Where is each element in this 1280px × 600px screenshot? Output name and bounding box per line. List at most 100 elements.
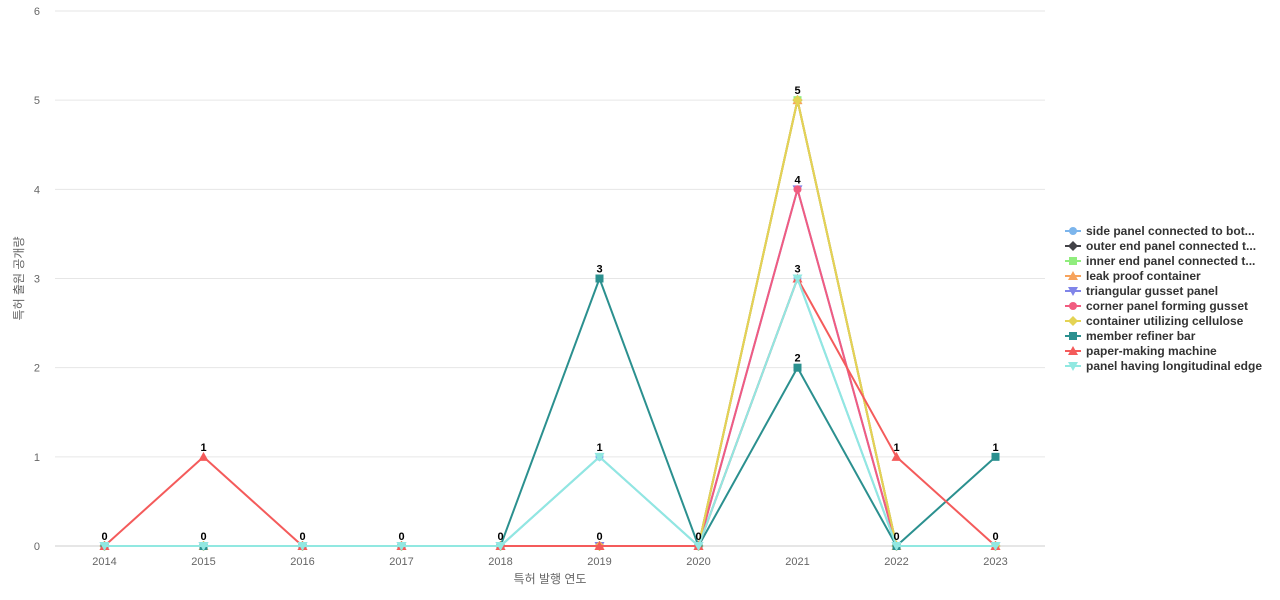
- series-line: [104, 277, 996, 547]
- y-tick-label: 6: [34, 6, 40, 18]
- data-point: [991, 452, 1000, 461]
- series-line: [104, 99, 996, 547]
- data-label: 0: [200, 531, 206, 543]
- x-axis-title: 특허 발행 연도: [514, 571, 587, 586]
- data-label: 1: [596, 442, 602, 454]
- data-label: 0: [497, 531, 503, 543]
- data-label: 5: [794, 85, 800, 97]
- x-tick-label: 2018: [488, 556, 512, 568]
- grid-lines: [55, 10, 1045, 547]
- data-point: [594, 452, 605, 462]
- legend-marker: [1069, 227, 1077, 235]
- data-label: 1: [992, 442, 998, 454]
- y-tick-label: 5: [34, 95, 40, 107]
- data-label: 0: [596, 531, 602, 543]
- y-tick-label: 3: [34, 274, 40, 286]
- data-point: [792, 95, 803, 106]
- data-point: [396, 542, 407, 551]
- legend: side panel connected to bot...outer end …: [1065, 224, 1262, 373]
- legend-marker: [1068, 362, 1078, 371]
- series-line: [103, 277, 997, 547]
- legend-item[interactable]: inner end panel connected t...: [1065, 254, 1255, 268]
- data-point: [99, 542, 110, 551]
- data-label: 0: [893, 531, 899, 543]
- data-point: [792, 274, 803, 284]
- data-label: 1: [893, 442, 899, 454]
- x-tick-label: 2016: [290, 556, 314, 568]
- x-tick-label: 2020: [686, 556, 710, 568]
- legend-label: member refiner bar: [1086, 329, 1196, 343]
- x-tick-label: 2014: [92, 556, 116, 568]
- y-axis-title: 특허 출원 공개량: [12, 237, 26, 321]
- data-label: 3: [596, 264, 602, 276]
- series-10: [99, 274, 1001, 551]
- data-point: [891, 542, 902, 551]
- data-point: [793, 363, 802, 372]
- series-2: [99, 95, 1001, 551]
- data-label: 3: [794, 264, 800, 276]
- legend-marker: [1069, 302, 1077, 310]
- legend-label: paper-making machine: [1086, 344, 1217, 358]
- legend-marker: [1068, 346, 1078, 355]
- legend-item[interactable]: paper-making machine: [1065, 344, 1217, 358]
- legend-item[interactable]: leak proof container: [1065, 269, 1201, 283]
- series-line: [104, 99, 996, 547]
- data-label: 4: [794, 174, 801, 186]
- x-tick-label: 2015: [191, 556, 215, 568]
- legend-item[interactable]: panel having longitudinal edge: [1065, 359, 1262, 373]
- legend-label: leak proof container: [1086, 269, 1201, 283]
- data-point: [198, 451, 209, 461]
- x-tick-label: 2022: [884, 556, 908, 568]
- data-labels: 0 1 0 0 0 0 3 1 0 0 5 4 3 2 1 0 1 0: [101, 85, 998, 543]
- legend-label: triangular gusset panel: [1086, 284, 1218, 298]
- data-label: 0: [398, 531, 404, 543]
- x-tick-label: 2017: [389, 556, 413, 568]
- data-point: [793, 185, 802, 194]
- series-7: [99, 95, 1001, 551]
- legend-marker: [1068, 316, 1078, 326]
- legend-item[interactable]: container utilizing cellulose: [1065, 314, 1244, 328]
- data-point: [198, 542, 209, 551]
- data-label: 0: [695, 531, 701, 543]
- legend-marker: [1068, 271, 1078, 280]
- series-4: [99, 95, 1001, 550]
- data-label: 2: [794, 353, 800, 365]
- data-label: 0: [101, 531, 107, 543]
- series-3: [100, 96, 1000, 550]
- data-label: 0: [992, 531, 998, 543]
- data-point: [595, 274, 604, 283]
- x-tick-label: 2019: [587, 556, 611, 568]
- y-tick-label: 1: [34, 452, 40, 464]
- data-point: [594, 541, 605, 550]
- data-point: [990, 542, 1001, 551]
- series-5: [99, 185, 1001, 551]
- legend-item[interactable]: member refiner bar: [1065, 329, 1196, 343]
- legend-item[interactable]: outer end panel connected t...: [1065, 239, 1256, 253]
- x-tick-label: 2021: [785, 556, 809, 568]
- legend-label: inner end panel connected t...: [1086, 254, 1255, 268]
- series-line: [104, 99, 996, 547]
- series-line: [104, 99, 996, 547]
- legend-marker: [1068, 287, 1078, 296]
- data-point: [495, 542, 506, 551]
- legend-marker: [1068, 241, 1078, 251]
- y-tick-label: 4: [34, 184, 40, 196]
- x-tick-label: 2023: [983, 556, 1007, 568]
- legend-label: corner panel forming gusset: [1086, 299, 1248, 313]
- legend-marker: [1069, 332, 1077, 340]
- y-tick-label: 0: [34, 541, 40, 553]
- legend-item[interactable]: side panel connected to bot...: [1065, 224, 1255, 238]
- legend-label: panel having longitudinal edge: [1086, 359, 1262, 373]
- legend-item[interactable]: triangular gusset panel: [1065, 284, 1218, 298]
- legend-item[interactable]: corner panel forming gusset: [1065, 299, 1248, 313]
- series-8: [100, 274, 1000, 550]
- y-tick-label: 2: [34, 363, 40, 375]
- data-point: [693, 542, 704, 551]
- data-point: [297, 542, 308, 551]
- legend-marker: [1069, 257, 1077, 265]
- series-line: [104, 277, 997, 547]
- data-label: 0: [299, 531, 305, 543]
